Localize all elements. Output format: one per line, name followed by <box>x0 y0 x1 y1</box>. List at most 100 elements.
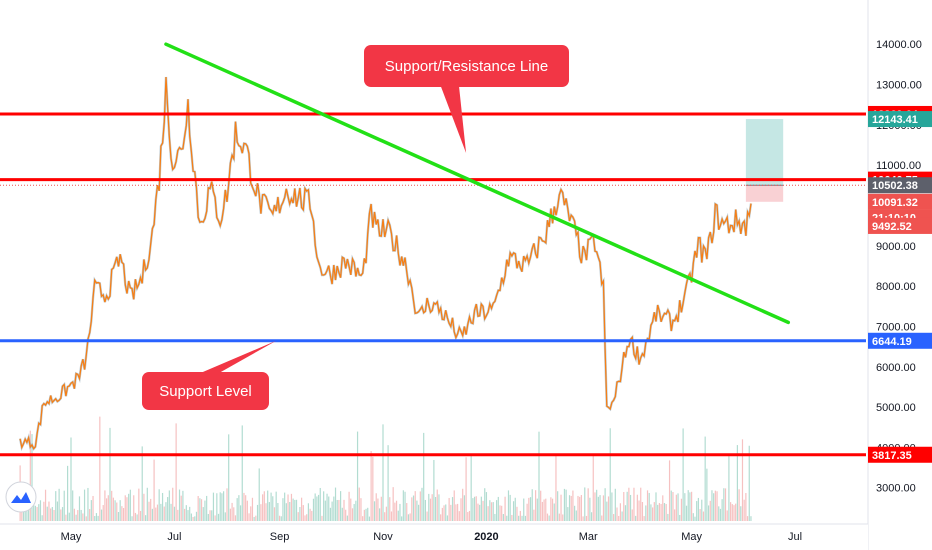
volume-bar <box>56 501 59 521</box>
volume-bar <box>589 497 591 521</box>
volume-bar <box>323 491 325 521</box>
volume-bar <box>289 502 291 521</box>
volume-bar <box>655 492 657 521</box>
volume-bar <box>233 507 235 521</box>
volume-bar <box>462 488 464 521</box>
volume-bar <box>112 497 114 521</box>
volume-bar <box>182 490 184 521</box>
volume-bar <box>219 492 221 521</box>
volume-bar <box>453 490 455 521</box>
volume-bar <box>307 503 309 521</box>
volume-bar <box>692 513 694 521</box>
volume-bar <box>43 501 45 521</box>
y-tick-label: 14000.00 <box>876 39 922 51</box>
y-tick-label: 6000.00 <box>876 362 916 374</box>
trendline[interactable] <box>164 42 791 325</box>
volume-bar <box>509 494 511 521</box>
volume-bar <box>740 506 742 521</box>
volume-bar <box>228 434 230 521</box>
tradingview-logo-icon[interactable] <box>5 481 37 513</box>
volume-bar <box>306 514 308 521</box>
callout-box[interactable] <box>142 372 269 410</box>
y-tick-label: 5000.00 <box>876 402 916 414</box>
volume-bar <box>272 496 274 521</box>
target-zone <box>745 119 784 186</box>
volume-bar <box>375 493 377 521</box>
x-tick-label: 2020 <box>474 531 498 543</box>
volume-bar <box>492 502 494 521</box>
volume-bar <box>26 509 28 521</box>
price-line[interactable] <box>19 76 752 450</box>
volume-bar <box>448 497 450 521</box>
volume-bar <box>311 510 313 521</box>
volume-bar <box>373 501 376 521</box>
callouts-layer: Support/Resistance Line Support Level <box>142 45 569 410</box>
volume-bar <box>63 490 65 521</box>
price-axis[interactable]: 3000.004000.005000.006000.007000.008000.… <box>867 0 932 550</box>
volume-bar <box>735 503 737 521</box>
volume-bar <box>367 507 369 521</box>
volume-bar <box>445 504 447 521</box>
callout-text: Support/Resistance Line <box>385 58 548 75</box>
logo-circle[interactable] <box>5 481 37 513</box>
volume-bar <box>178 489 181 521</box>
volume-bar <box>387 445 389 521</box>
volume-bar <box>741 439 744 521</box>
volume-bar <box>546 513 549 521</box>
callout-box[interactable] <box>364 45 569 87</box>
price-tag-bg <box>868 193 932 210</box>
volume-bar <box>362 516 364 521</box>
volume-bar <box>355 500 357 521</box>
volume-bar <box>55 491 57 521</box>
volume-bar <box>587 488 589 521</box>
volume-bar <box>368 516 371 521</box>
y-tick-label: 11000.00 <box>876 160 921 172</box>
volume-bar <box>73 508 75 521</box>
volume-bar <box>141 446 143 521</box>
volume-bar <box>346 515 348 521</box>
volume-bar <box>455 504 457 521</box>
volume-bar <box>468 510 471 521</box>
volume-bar <box>39 500 42 521</box>
volume-bar <box>519 510 521 521</box>
volume-bar <box>746 516 749 521</box>
volume-bar <box>406 503 408 521</box>
volume-bar <box>224 512 226 521</box>
volume-bar <box>538 431 540 521</box>
volume-bar <box>407 514 410 521</box>
volume-bar <box>480 496 482 521</box>
trendline-layer[interactable] <box>164 42 791 325</box>
volume-bar <box>302 505 304 521</box>
volume-bar <box>145 515 147 521</box>
volume-bar <box>629 494 632 521</box>
volume-bar <box>545 498 547 521</box>
volume-bar <box>390 511 393 521</box>
volume-bar <box>658 503 660 521</box>
time-axis[interactable]: May Jul Sep Nov 2020 Mar May Jul <box>0 523 868 550</box>
volume-bar <box>555 455 557 521</box>
volume-bar <box>558 513 560 521</box>
volume-bar <box>34 505 36 521</box>
volume-bar <box>728 455 730 521</box>
volume-bar <box>328 496 330 521</box>
volume-bar <box>297 512 299 521</box>
volume-bar <box>360 498 362 521</box>
volume-bar <box>582 516 584 521</box>
volume-bar <box>501 505 503 521</box>
volume-bar <box>535 490 537 521</box>
volume-bar <box>702 511 705 521</box>
volume-bar <box>301 497 303 521</box>
volume-bar <box>543 499 545 521</box>
volume-bar <box>507 490 510 521</box>
volume-bar <box>434 496 437 521</box>
volume-bar <box>424 499 426 521</box>
volume-bar <box>694 516 696 521</box>
volume-bar <box>160 503 162 521</box>
volume-bar <box>334 487 337 521</box>
volume-bar <box>356 431 359 521</box>
volume-bar <box>579 496 581 521</box>
volume-bar <box>107 495 109 521</box>
volume-bar <box>504 496 506 521</box>
